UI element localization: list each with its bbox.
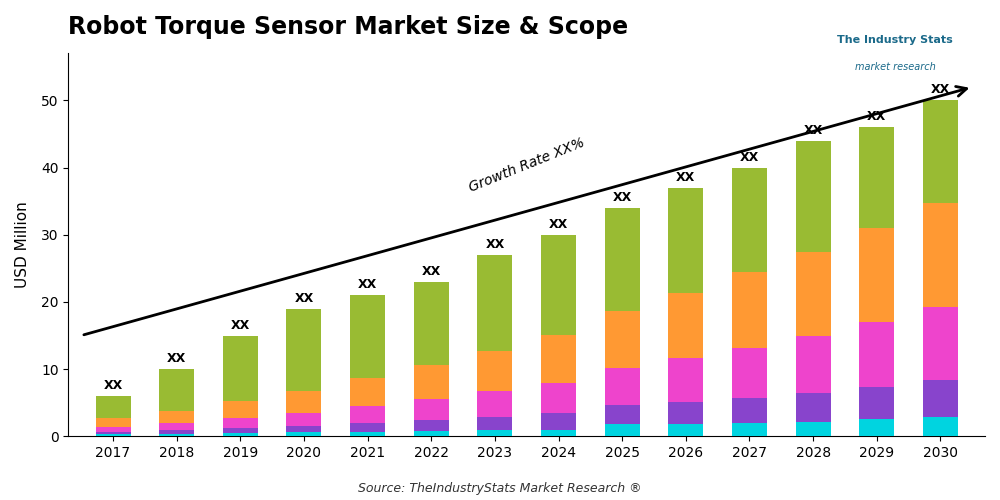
Bar xyxy=(732,398,767,423)
Bar xyxy=(414,431,449,436)
Text: XX: XX xyxy=(231,318,250,332)
Text: XX: XX xyxy=(167,352,186,365)
Bar xyxy=(286,392,321,413)
Text: XX: XX xyxy=(931,84,950,96)
Bar xyxy=(732,168,767,272)
Text: XX: XX xyxy=(294,292,314,304)
Bar xyxy=(732,423,767,436)
Bar xyxy=(350,423,385,432)
Bar xyxy=(859,386,894,420)
Text: XX: XX xyxy=(103,379,123,392)
Bar xyxy=(541,430,576,436)
Bar xyxy=(796,422,831,436)
Bar xyxy=(605,406,640,424)
Bar xyxy=(414,398,449,420)
Text: XX: XX xyxy=(422,265,441,278)
Bar xyxy=(159,430,194,434)
Bar xyxy=(286,308,321,392)
Bar xyxy=(414,282,449,365)
Bar xyxy=(923,100,958,203)
Bar xyxy=(96,434,131,436)
Bar xyxy=(732,272,767,347)
Bar xyxy=(477,430,512,436)
Bar xyxy=(668,188,703,292)
Bar xyxy=(605,312,640,368)
Text: The Industry Stats: The Industry Stats xyxy=(837,35,953,45)
Bar xyxy=(923,203,958,308)
Bar xyxy=(668,292,703,358)
Bar xyxy=(286,432,321,436)
Text: XX: XX xyxy=(549,218,568,231)
Bar xyxy=(223,418,258,428)
Bar xyxy=(668,424,703,436)
Bar xyxy=(796,336,831,392)
Bar xyxy=(605,208,640,312)
Text: XX: XX xyxy=(358,278,377,291)
Bar xyxy=(796,392,831,422)
Bar xyxy=(541,235,576,335)
Bar xyxy=(477,417,512,430)
Bar xyxy=(859,128,894,228)
Bar xyxy=(923,418,958,436)
Bar xyxy=(350,406,385,423)
Bar xyxy=(159,369,194,411)
Text: XX: XX xyxy=(867,110,886,124)
Bar xyxy=(223,433,258,436)
Y-axis label: USD Million: USD Million xyxy=(15,202,30,288)
Bar xyxy=(223,336,258,402)
Text: Robot Torque Sensor Market Size & Scope: Robot Torque Sensor Market Size & Scope xyxy=(68,15,629,39)
Bar xyxy=(96,418,131,427)
Bar xyxy=(732,348,767,398)
Bar xyxy=(923,380,958,418)
Bar xyxy=(350,295,385,378)
Bar xyxy=(859,420,894,436)
Bar xyxy=(350,378,385,406)
Text: XX: XX xyxy=(485,238,505,251)
Bar xyxy=(477,255,512,351)
Bar xyxy=(859,322,894,386)
Bar xyxy=(796,252,831,336)
Bar xyxy=(605,424,640,436)
Bar xyxy=(668,358,703,402)
Bar xyxy=(159,423,194,430)
Bar xyxy=(414,365,449,398)
Bar xyxy=(414,420,449,431)
Bar xyxy=(159,434,194,436)
Text: XX: XX xyxy=(804,124,823,136)
Bar xyxy=(96,427,131,432)
Bar xyxy=(541,383,576,414)
Text: Growth Rate XX%: Growth Rate XX% xyxy=(467,135,587,194)
Bar xyxy=(796,141,831,252)
Text: Source: TheIndustryStats Market Research ®: Source: TheIndustryStats Market Research… xyxy=(358,482,642,495)
Bar xyxy=(541,335,576,383)
Bar xyxy=(477,392,512,417)
Bar xyxy=(96,396,131,418)
Text: XX: XX xyxy=(740,150,759,164)
Text: XX: XX xyxy=(676,170,695,183)
Bar xyxy=(923,308,958,380)
Bar xyxy=(477,351,512,392)
Bar xyxy=(668,402,703,423)
Bar xyxy=(96,432,131,434)
Bar xyxy=(286,413,321,426)
Bar xyxy=(223,402,258,418)
Bar xyxy=(605,368,640,406)
Bar xyxy=(159,411,194,423)
Bar xyxy=(286,426,321,432)
Bar xyxy=(541,414,576,430)
Bar xyxy=(350,432,385,436)
Text: market research: market research xyxy=(855,62,935,72)
Bar xyxy=(859,228,894,322)
Bar xyxy=(223,428,258,433)
Text: XX: XX xyxy=(613,191,632,204)
